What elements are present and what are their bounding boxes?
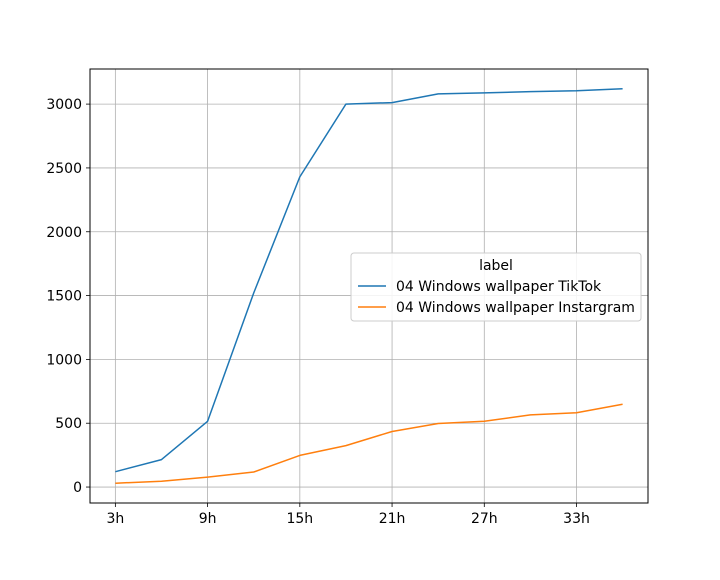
y-tick-label: 2500 — [46, 161, 82, 177]
series-line-0 — [115, 88, 623, 473]
legend: label 04 Windows wallpaper TikTok 04 Win… — [350, 252, 642, 322]
legend-title: label — [479, 258, 513, 274]
y-tick-label: 3000 — [46, 97, 82, 113]
legend-box — [350, 252, 642, 322]
x-axis-ticks: 3h 9h 15h 21h 27h 33h — [106, 503, 590, 527]
x-tick-label: 27h — [471, 511, 498, 527]
y-tick-label: 500 — [55, 416, 82, 432]
plot-frame — [89, 68, 649, 504]
legend-label-instargram: 04 Windows wallpaper Instargram — [396, 300, 635, 316]
y-tick-label: 1500 — [46, 289, 82, 305]
x-tick-label: 3h — [106, 511, 124, 527]
y-tick-label: 0 — [73, 480, 82, 496]
x-tick-label: 15h — [286, 511, 313, 527]
x-tick-label: 21h — [379, 511, 406, 527]
legend-label-tiktok: 04 Windows wallpaper TikTok — [396, 279, 602, 295]
y-axis-ticks: 0 500 1000 1500 2000 2500 3000 — [46, 97, 90, 496]
y-tick-label: 2000 — [46, 225, 82, 241]
y-tick-label: 1000 — [46, 352, 82, 368]
series-lines — [115, 88, 623, 484]
series-line-1 — [115, 403, 623, 484]
x-tick-label: 9h — [199, 511, 217, 527]
x-tick-label: 33h — [563, 511, 590, 527]
